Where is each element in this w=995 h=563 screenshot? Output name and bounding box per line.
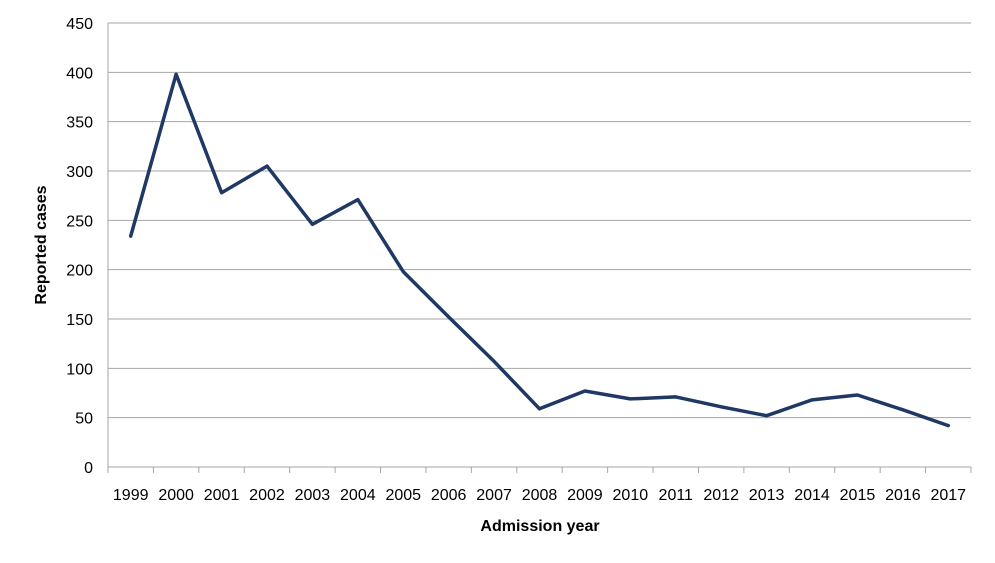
y-tick-labels: 0 50 100 150 200 250 300 350 400 450	[66, 16, 93, 477]
x-tick-label-2013: 2013	[749, 487, 785, 504]
x-tick-label-2008: 2008	[522, 487, 558, 504]
x-tick-label-2007: 2007	[476, 487, 512, 504]
x-tick-label-2000: 2000	[158, 487, 194, 504]
y-tick-label: 450	[66, 16, 93, 33]
data-point-2002	[265, 164, 269, 168]
data-point-2015	[855, 393, 859, 397]
x-tick-label-2010: 2010	[613, 487, 649, 504]
data-point-2000	[174, 72, 178, 76]
data-point-2012	[719, 405, 723, 409]
data-point-2013	[765, 414, 769, 418]
data-point-2017	[946, 424, 950, 428]
x-tick-labels: 1999 2000 2001 2002 2003 2004 2005 2006 2007 2008…	[113, 487, 966, 504]
y-tick-label: 150	[66, 312, 93, 329]
x-tick-label-2014: 2014	[794, 487, 830, 504]
data-point-2003	[310, 222, 314, 226]
x-tick-label-2005: 2005	[385, 487, 421, 504]
x-tick-label-2011: 2011	[659, 487, 694, 504]
x-tick-label-2006: 2006	[431, 487, 467, 504]
y-tick-label: 0	[84, 460, 93, 477]
x-tick-label-2002: 2002	[249, 487, 285, 504]
x-tick-label-2001: 2001	[204, 487, 240, 504]
data-point-2009	[583, 389, 587, 393]
gridlines	[108, 22, 971, 419]
data-point-2011	[674, 395, 678, 399]
x-tick-label-2003: 2003	[295, 487, 331, 504]
data-series	[128, 72, 951, 428]
data-point-2010	[628, 397, 632, 401]
x-tick-label-2016: 2016	[885, 487, 921, 504]
y-tick-label: 300	[66, 164, 93, 181]
y-tick-label: 350	[66, 115, 93, 132]
data-point-2005	[401, 270, 405, 274]
y-tick-label: 250	[66, 213, 93, 230]
data-point-2014	[810, 398, 814, 402]
data-point-2008	[538, 407, 541, 411]
x-tick-label-2012: 2012	[703, 487, 739, 504]
x-tick-label-2004: 2004	[340, 487, 376, 504]
data-point-2016	[901, 408, 905, 412]
x-axis-title: Admission year	[480, 518, 599, 535]
axes	[107, 23, 972, 473]
data-point-2007	[492, 359, 496, 363]
y-tick-label: 400	[66, 65, 93, 82]
y-tick-label: 100	[66, 361, 93, 378]
y-tick-label: 50	[75, 411, 93, 428]
y-tick-label: 200	[66, 263, 93, 280]
data-point-2006	[447, 315, 451, 319]
x-tick-label-2017: 2017	[930, 487, 966, 504]
data-point-1999	[129, 234, 133, 238]
x-tick-label-1999: 1999	[113, 487, 149, 504]
data-point-2001	[220, 191, 224, 195]
y-axis-title: Reported cases	[33, 185, 50, 304]
x-tick-label-2015: 2015	[840, 487, 876, 504]
data-point-2004	[356, 198, 360, 202]
x-tick-label-2009: 2009	[567, 487, 603, 504]
series-line-0	[128, 72, 951, 428]
